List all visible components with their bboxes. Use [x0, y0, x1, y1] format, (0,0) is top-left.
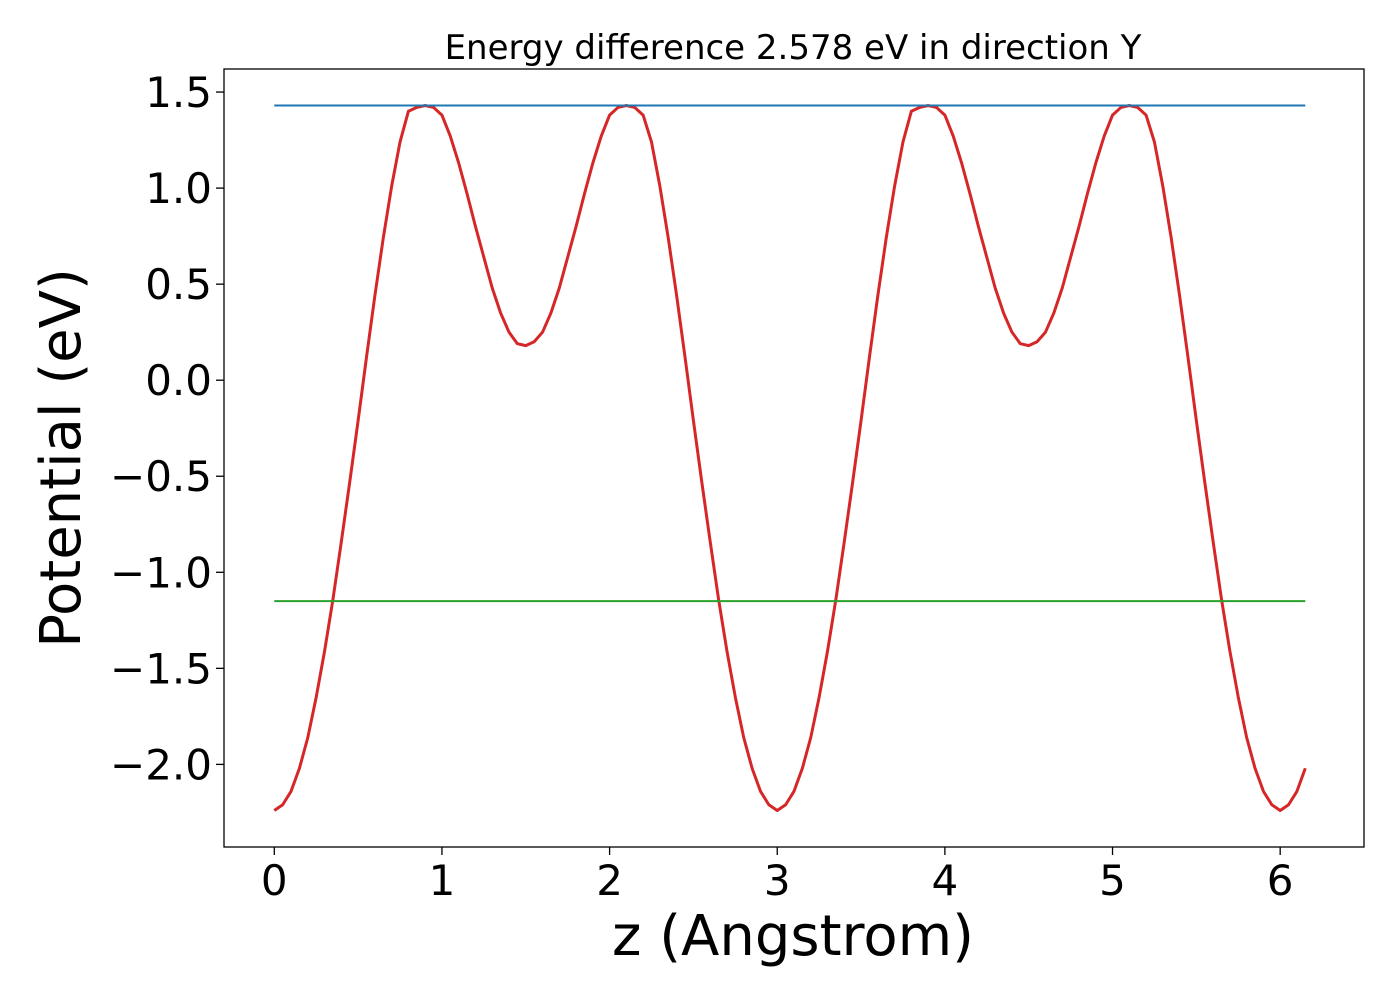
chart-title: Energy difference 2.578 eV in direction … — [445, 28, 1142, 68]
x-tick-label: 5 — [1099, 856, 1126, 905]
plot-frame — [223, 68, 1365, 848]
y-tick-label: 1.5 — [145, 68, 212, 117]
x-tick-label: 4 — [932, 856, 959, 905]
y-tick-label: 1.0 — [145, 164, 212, 213]
x-tick-label: 1 — [429, 856, 456, 905]
x-axis-label: z (Angstrom) — [612, 904, 974, 969]
x-tick-label: 2 — [596, 856, 623, 905]
x-tick-label: 3 — [764, 856, 791, 905]
x-axis-ticks: 0 1 2 3 4 5 6 — [261, 847, 1294, 905]
y-tick-label: −0.5 — [110, 452, 212, 501]
x-tick-label: 6 — [1267, 856, 1294, 905]
y-axis-ticks: 1.5 1.0 0.5 0.0 −0.5 −1.0 −1.5 −2.0 — [110, 68, 224, 789]
y-tick-label: −1.5 — [110, 644, 212, 693]
series-layer — [273, 104, 1307, 812]
y-tick-label: 0.0 — [145, 356, 212, 405]
y-tick-label: −2.0 — [110, 740, 212, 789]
y-axis-label: Potential (eV) — [29, 268, 94, 648]
y-tick-label: −1.0 — [110, 548, 212, 597]
y-tick-label: 0.5 — [145, 260, 212, 309]
x-tick-label: 0 — [261, 856, 288, 905]
